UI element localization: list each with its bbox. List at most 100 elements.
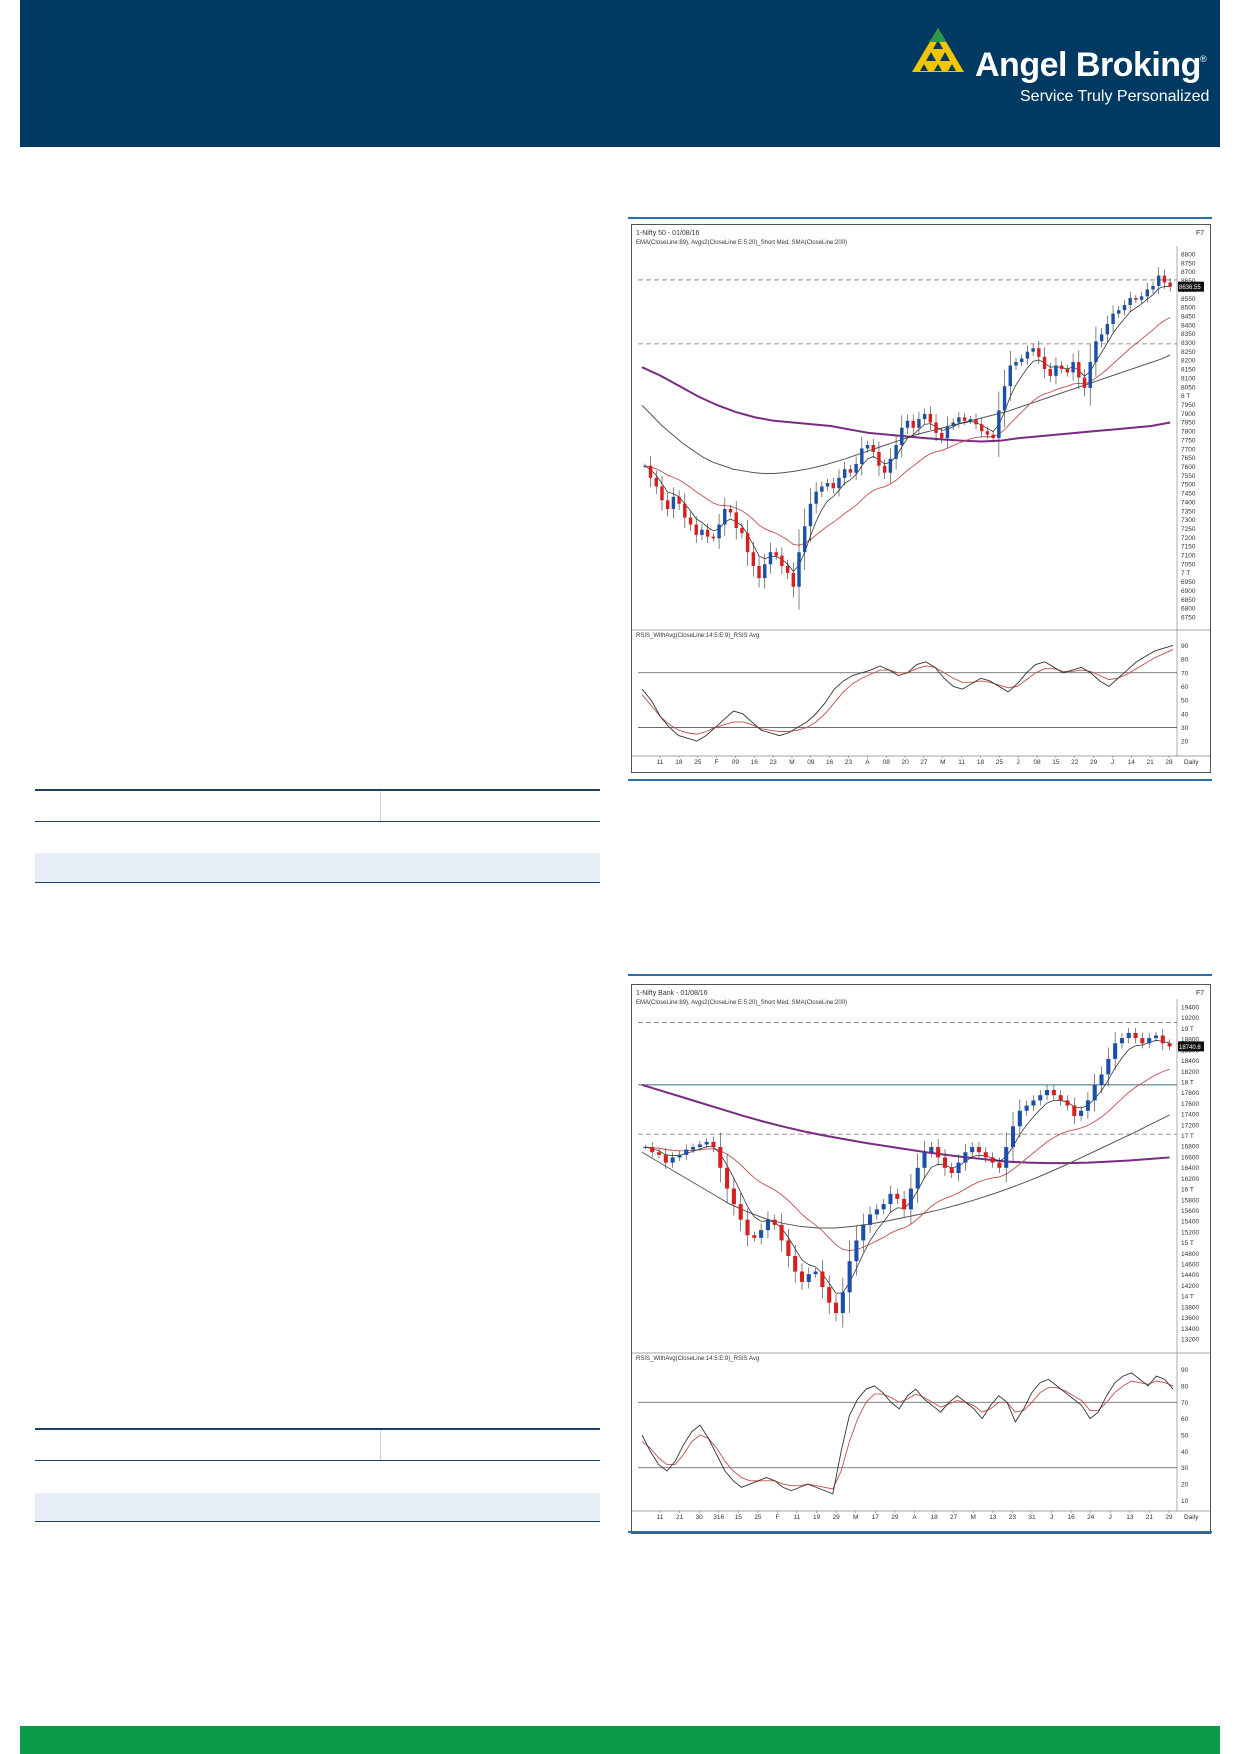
price-tick-label: 8 T bbox=[1181, 393, 1190, 400]
candle-body bbox=[1126, 1032, 1131, 1039]
candle-body bbox=[936, 1147, 941, 1158]
candle-body bbox=[951, 422, 955, 426]
price-tick-label: 13200 bbox=[1181, 1337, 1199, 1344]
rsi-tick-label: 30 bbox=[1181, 725, 1189, 732]
candle-body bbox=[1119, 1038, 1124, 1044]
candle-body bbox=[806, 1274, 811, 1282]
price-tick-label: 7950 bbox=[1181, 402, 1196, 409]
time-tick-label: 15 bbox=[735, 1514, 743, 1521]
candle-body bbox=[780, 555, 784, 567]
time-tick-label: 25 bbox=[754, 1514, 762, 1521]
price-tick-label: 13600 bbox=[1181, 1315, 1199, 1322]
chart-indicator-label: EMA(CloseLine:89), Avgs2(CloseLine:E:5:2… bbox=[636, 240, 847, 246]
candle-body bbox=[677, 496, 681, 504]
ema89-line bbox=[641, 1114, 1170, 1229]
rsi-label: RSIS_WithAvg(CloseLine:14:5:E:9)_RSIS Av… bbox=[636, 633, 759, 639]
time-tick-label: 18 bbox=[675, 759, 683, 766]
price-tick-label: 15400 bbox=[1181, 1219, 1199, 1226]
time-axis-suffix: Daily bbox=[1184, 759, 1199, 766]
sma200-line bbox=[641, 1083, 1170, 1165]
time-tick-label: 23 bbox=[769, 759, 777, 766]
candle-body bbox=[871, 445, 875, 452]
time-tick-label: 28 bbox=[1165, 759, 1173, 766]
candle-body bbox=[922, 413, 927, 420]
candle-body bbox=[1079, 1110, 1084, 1116]
time-tick-label: 16 bbox=[826, 759, 834, 766]
candle-body bbox=[1024, 1105, 1029, 1111]
candle-body bbox=[974, 419, 978, 425]
registered-mark: ® bbox=[1200, 54, 1207, 64]
candle-body bbox=[840, 1292, 845, 1314]
candle-body bbox=[900, 427, 904, 446]
candle-body bbox=[1071, 362, 1075, 373]
price-tick-label: 16 T bbox=[1181, 1187, 1194, 1194]
candle-body bbox=[902, 1198, 907, 1210]
candle-body bbox=[728, 508, 733, 513]
candle-body bbox=[874, 1209, 879, 1215]
header-band: Angel Broking ® Service Truly Personaliz… bbox=[20, 0, 1220, 147]
candle-body bbox=[1037, 348, 1041, 357]
candle-body bbox=[1117, 310, 1121, 314]
candle-body bbox=[854, 464, 858, 473]
candle-body bbox=[813, 1271, 818, 1275]
time-tick-label: 24 bbox=[1087, 1514, 1095, 1521]
candle-body bbox=[740, 527, 744, 534]
candle-body bbox=[820, 1271, 825, 1288]
price-tick-label: 8350 bbox=[1181, 331, 1196, 338]
rsi-line bbox=[641, 645, 1174, 742]
candle-body bbox=[1145, 289, 1150, 297]
chart-indicator-label: EMA(CloseLine:89), Avgs2(CloseLine:E:5:2… bbox=[636, 1000, 847, 1006]
chart-top-rule bbox=[628, 974, 1212, 976]
ema5-line bbox=[644, 286, 1171, 573]
candle-body bbox=[1058, 1095, 1063, 1101]
time-tick-label: 316 bbox=[713, 1514, 724, 1521]
time-tick-label: 13 bbox=[989, 1514, 997, 1521]
candle-body bbox=[957, 417, 961, 423]
candle-body bbox=[847, 1261, 852, 1293]
candle-body bbox=[1153, 1035, 1159, 1039]
price-tick-label: 19200 bbox=[1181, 1015, 1199, 1022]
table-bottom-rule bbox=[35, 882, 600, 883]
candle-body bbox=[908, 1188, 913, 1210]
candle-body bbox=[980, 424, 984, 432]
price-tick-label: 6900 bbox=[1181, 588, 1196, 595]
table-row-rule bbox=[35, 1460, 600, 1461]
candle-body bbox=[881, 1204, 886, 1210]
price-tick-label: 16600 bbox=[1181, 1154, 1199, 1161]
candle-body bbox=[956, 1162, 961, 1173]
candle-body bbox=[643, 1147, 648, 1149]
candle-body bbox=[654, 477, 658, 487]
rsi-tick-label: 10 bbox=[1181, 1498, 1189, 1505]
candle-body bbox=[711, 1141, 716, 1148]
price-tick-label: 6750 bbox=[1181, 615, 1196, 622]
candle-body bbox=[1094, 341, 1098, 363]
candle-body bbox=[861, 1224, 866, 1241]
time-tick-label: A bbox=[865, 759, 870, 766]
price-tick-label: 17800 bbox=[1181, 1090, 1199, 1097]
candle-body bbox=[882, 465, 887, 473]
candle-body bbox=[895, 1193, 900, 1199]
price-tick-label: 7400 bbox=[1181, 499, 1196, 506]
candle-body bbox=[711, 536, 716, 539]
table-row-rule bbox=[35, 821, 600, 822]
table-top-rule bbox=[35, 1428, 600, 1430]
rsi-tick-label: 50 bbox=[1181, 1433, 1189, 1440]
candle-body bbox=[704, 1141, 709, 1145]
candle-body bbox=[725, 1167, 730, 1189]
candle-body bbox=[697, 1144, 702, 1148]
candle-body bbox=[1010, 1126, 1016, 1148]
price-tick-label: 16800 bbox=[1181, 1144, 1199, 1151]
candle-body bbox=[1031, 1100, 1036, 1106]
time-tick-label: 23 bbox=[845, 759, 853, 766]
candle-body bbox=[671, 496, 676, 509]
candle-body bbox=[1025, 351, 1030, 359]
candle-body bbox=[990, 1157, 995, 1163]
time-tick-label: 08 bbox=[883, 759, 891, 766]
time-tick-label: J bbox=[1109, 1514, 1112, 1521]
sma200-line bbox=[641, 366, 1171, 443]
candle-body bbox=[1038, 1095, 1043, 1101]
time-tick-label: J bbox=[1050, 1514, 1053, 1521]
candle-body bbox=[820, 486, 824, 492]
price-tick-label: 14800 bbox=[1181, 1251, 1199, 1258]
candle-body bbox=[837, 477, 841, 489]
